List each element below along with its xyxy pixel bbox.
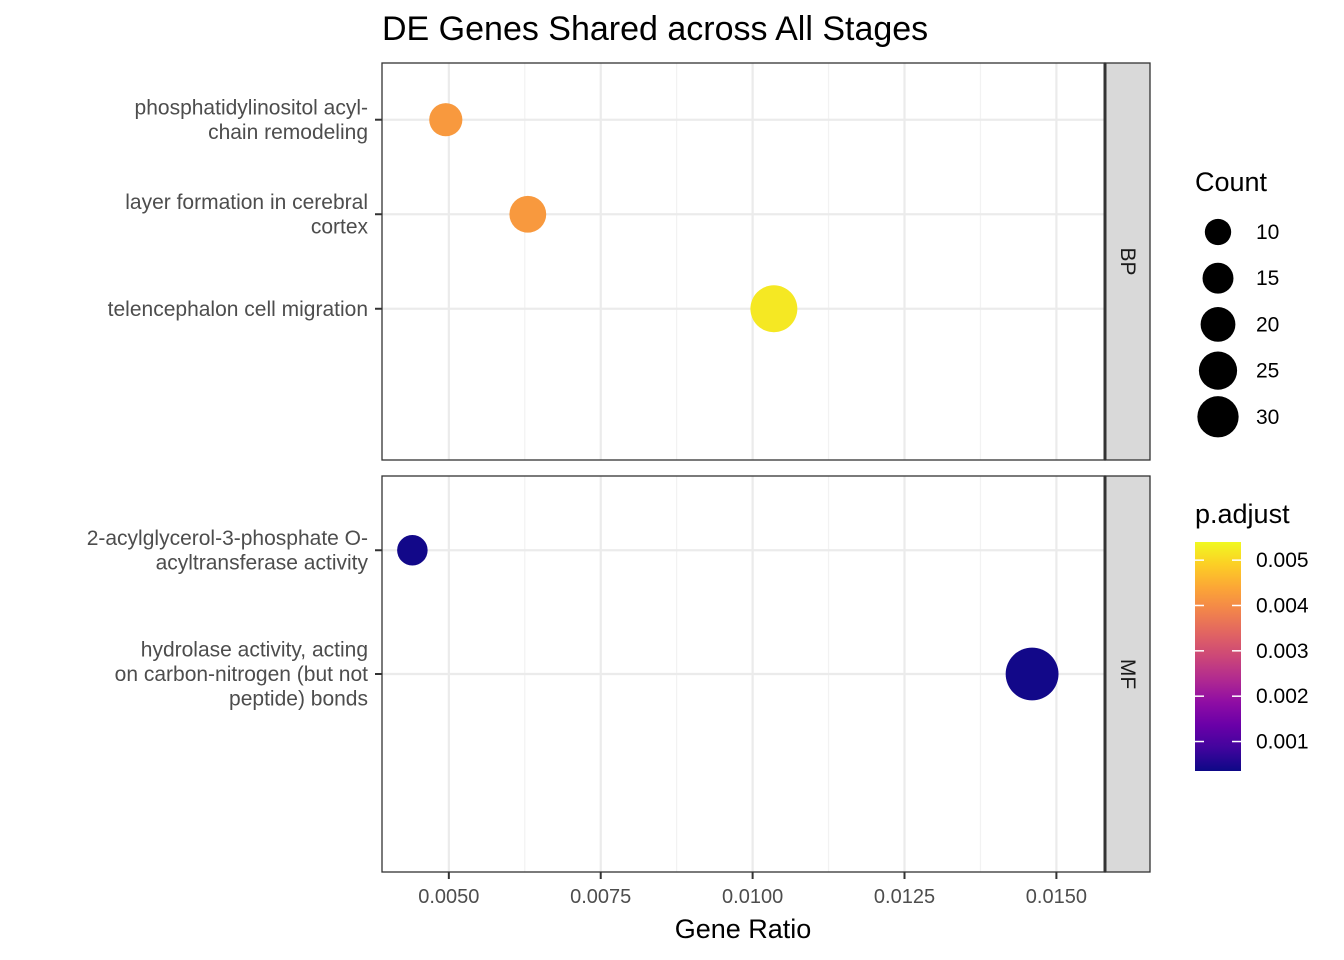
p-adjust-legend-label: 0.002 [1256,685,1309,708]
count-legend-label: 15 [1256,267,1279,290]
p-adjust-legend-label: 0.001 [1256,731,1309,754]
facet-panel-bp: phosphatidylinositol acyl-chain remodeli… [108,62,1151,461]
p-adjust-legend-label: 0.004 [1256,594,1309,617]
y-tick-label-line: on carbon-nitrogen (but not [115,663,368,686]
y-tick-label-line: hydrolase activity, acting [141,639,368,662]
data-point [429,103,463,137]
x-tick-label: 0.0150 [1026,886,1087,908]
count-legend: Count 10 15 20 25 30 [1195,167,1279,438]
x-tick-label: 0.0050 [418,886,479,908]
facet-strip-label: BP [1116,247,1139,275]
data-point [509,195,547,233]
p-adjust-legend-label: 0.003 [1256,640,1309,663]
y-tick-label: phosphatidylinositol acyl-chain remodeli… [135,96,368,143]
y-tick-label-line: chain remodeling [208,121,368,144]
y-tick-label: hydrolase activity, acting on carbon-nitr… [115,639,368,711]
y-tick-label-line: telencephalon cell migration [108,298,368,321]
y-tick-label-line: layer formation in cerebral [125,191,368,214]
facet-strip [1104,475,1151,873]
y-tick-label: telencephalon cell migration [108,298,368,321]
x-axis: 0.0050 0.0075 0.0100 0.0125 0.0150 [418,872,1087,908]
y-tick-label-line: 2-acylglycerol-3-phosphate O- [87,527,368,550]
data-point [750,285,798,333]
count-legend-key [1198,351,1238,390]
p-adjust-legend-label: 0.005 [1256,549,1309,572]
facet-panel-mf: 2-acylglycerol-3-phosphate O-acyltransfe… [87,475,1151,873]
x-axis-label: Gene Ratio [675,914,812,944]
y-tick-label: 2-acylglycerol-3-phosphate O-acyltransfe… [87,527,369,575]
p-adjust-legend-title: p.adjust [1195,499,1290,529]
x-tick-label: 0.0100 [722,886,783,908]
y-tick-label-line: acyltransferase activity [156,552,369,575]
count-legend-key [1197,396,1239,438]
y-tick-label-line: phosphatidylinositol acyl- [135,96,368,119]
p-adjust-legend: p.adjust 0.005 0.004 0.003 0.002 0.001 [1195,499,1309,771]
count-legend-title: Count [1195,167,1268,197]
x-tick-label: 0.0125 [874,886,935,908]
p-adjust-colorbar [1195,542,1241,771]
count-legend-label: 20 [1256,313,1279,336]
facet-strip-label: MF [1116,659,1139,689]
y-tick-label-line: cortex [311,215,369,238]
data-point [397,534,428,566]
count-legend-key [1204,218,1232,246]
y-tick-label: layer formation in cerebral cortex [125,191,368,239]
x-tick-label: 0.0075 [570,886,631,908]
count-legend-label: 30 [1256,406,1279,429]
count-legend-label: 25 [1256,360,1279,383]
panel-background [382,63,1105,460]
y-tick-label-line: peptide) bonds [229,688,368,711]
facet-panels: phosphatidylinositol acyl-chain remodeli… [87,62,1151,873]
count-legend-label: 10 [1256,221,1279,244]
count-legend-key [1202,262,1234,294]
facet-strip [1104,62,1151,461]
chart-title: DE Genes Shared across All Stages [382,10,928,48]
data-point [1005,647,1059,701]
count-legend-key [1200,306,1236,342]
